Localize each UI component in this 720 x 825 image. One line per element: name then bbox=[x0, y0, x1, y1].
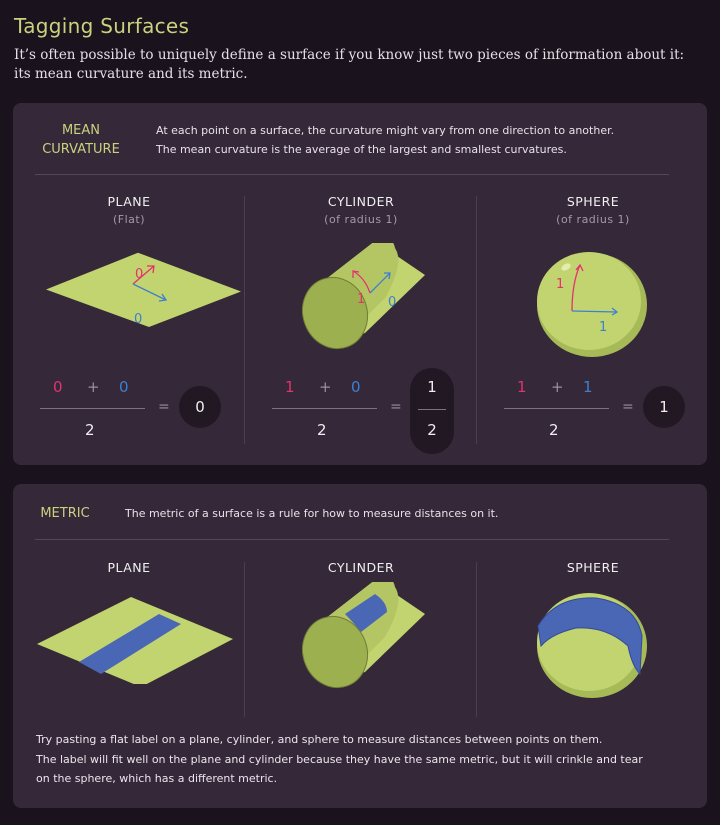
equals-sign: = bbox=[390, 399, 402, 415]
column-subtitle: (Flat) bbox=[112, 213, 146, 226]
column-subtitle: (of radius 1) bbox=[556, 213, 630, 226]
result-badge: 0 bbox=[179, 386, 221, 428]
column-divider bbox=[244, 196, 245, 444]
result-badge: 1 2 bbox=[410, 368, 454, 454]
foot-line: The label will fit well on the plane and… bbox=[36, 752, 643, 766]
sphere-column: SPHERE (of radius 1) bbox=[477, 194, 709, 226]
denominator: 2 bbox=[317, 421, 327, 439]
mean-curvature-panel: MEAN CURVATURE At each point on a surfac… bbox=[13, 103, 707, 465]
column-divider bbox=[476, 196, 477, 444]
result-bar bbox=[418, 409, 446, 410]
heading-line: MEAN bbox=[61, 123, 101, 138]
denominator: 2 bbox=[549, 421, 559, 439]
k1-label: 1 bbox=[556, 277, 564, 292]
sphere-formula: 1 + 1 2 = 1 bbox=[477, 378, 709, 458]
metric-description: The metric of a surface is a rule for ho… bbox=[125, 507, 499, 520]
page-title: Tagging Surfaces bbox=[14, 14, 190, 38]
plus-sign: + bbox=[551, 378, 564, 396]
numerator-k1: 1 bbox=[285, 378, 295, 396]
column-title: CYLINDER bbox=[327, 560, 395, 575]
plus-sign: + bbox=[87, 378, 100, 396]
fraction-bar bbox=[40, 408, 145, 409]
cylinder-formula: 1 + 0 2 = 1 2 bbox=[245, 368, 477, 458]
column-title: PLANE bbox=[107, 194, 151, 209]
result-numerator: 1 bbox=[427, 378, 437, 396]
result-denominator: 2 bbox=[427, 421, 437, 439]
k1-label: 0 bbox=[135, 267, 143, 282]
result-badge: 1 bbox=[643, 386, 685, 428]
cylinder-with-label-illustration bbox=[302, 582, 425, 689]
column-title: CYLINDER bbox=[327, 194, 395, 209]
fraction-bar bbox=[272, 408, 377, 409]
foot-line: on the sphere, which has a different met… bbox=[36, 772, 278, 785]
desc-line: The mean curvature is the average of the… bbox=[156, 143, 567, 156]
numerator-k2: 0 bbox=[351, 378, 361, 396]
sphere-illustration: 1 1 bbox=[537, 252, 647, 357]
divider bbox=[35, 539, 669, 540]
numerator-k2: 1 bbox=[583, 378, 593, 396]
plane-formula: 0 + 0 2 = 0 bbox=[13, 378, 245, 458]
sphere-with-label-illustration bbox=[537, 593, 647, 698]
column-title: PLANE bbox=[107, 560, 151, 575]
plane-column: PLANE (Flat) bbox=[13, 194, 245, 226]
numerator-k1: 0 bbox=[53, 378, 63, 396]
k2-label: 1 bbox=[599, 320, 607, 335]
plane-with-label-illustration bbox=[37, 597, 233, 684]
cylinder-column: CYLINDER (of radius 1) bbox=[245, 194, 477, 226]
k1-label: 1 bbox=[357, 292, 365, 307]
divider bbox=[35, 174, 669, 175]
numerator-k1: 1 bbox=[517, 378, 527, 396]
page-subtitle: It’s often possible to uniquely define a… bbox=[14, 47, 685, 82]
denominator: 2 bbox=[85, 421, 95, 439]
cylinder-illustration: 1 0 bbox=[302, 243, 425, 350]
foot-line: Try pasting a flat label on a plane, cyl… bbox=[36, 733, 603, 746]
plane-illustration: 0 0 bbox=[46, 252, 241, 328]
fraction-bar bbox=[504, 408, 609, 409]
desc-line: At each point on a surface, the curvatur… bbox=[156, 124, 615, 137]
column-divider bbox=[476, 562, 477, 717]
plus-sign: + bbox=[319, 378, 332, 396]
mean-curvature-heading: MEAN CURVATURE bbox=[35, 121, 127, 159]
metric-footnote: Try pasting a flat label on a plane, cyl… bbox=[36, 730, 643, 789]
k2-label: 0 bbox=[388, 295, 396, 310]
mean-curvature-description: At each point on a surface, the curvatur… bbox=[156, 121, 614, 159]
k2-label: 0 bbox=[134, 312, 142, 327]
metric-heading: METRIC bbox=[40, 506, 90, 521]
equals-sign: = bbox=[622, 399, 634, 415]
numerator-k2: 0 bbox=[119, 378, 129, 396]
metric-panel: METRIC The metric of a surface is a rule… bbox=[13, 484, 707, 808]
column-subtitle: (of radius 1) bbox=[324, 213, 398, 226]
column-title: SPHERE bbox=[566, 560, 620, 575]
column-title: SPHERE bbox=[566, 194, 620, 209]
heading-line: CURVATURE bbox=[42, 142, 120, 157]
equals-sign: = bbox=[158, 399, 170, 415]
column-divider bbox=[244, 562, 245, 717]
